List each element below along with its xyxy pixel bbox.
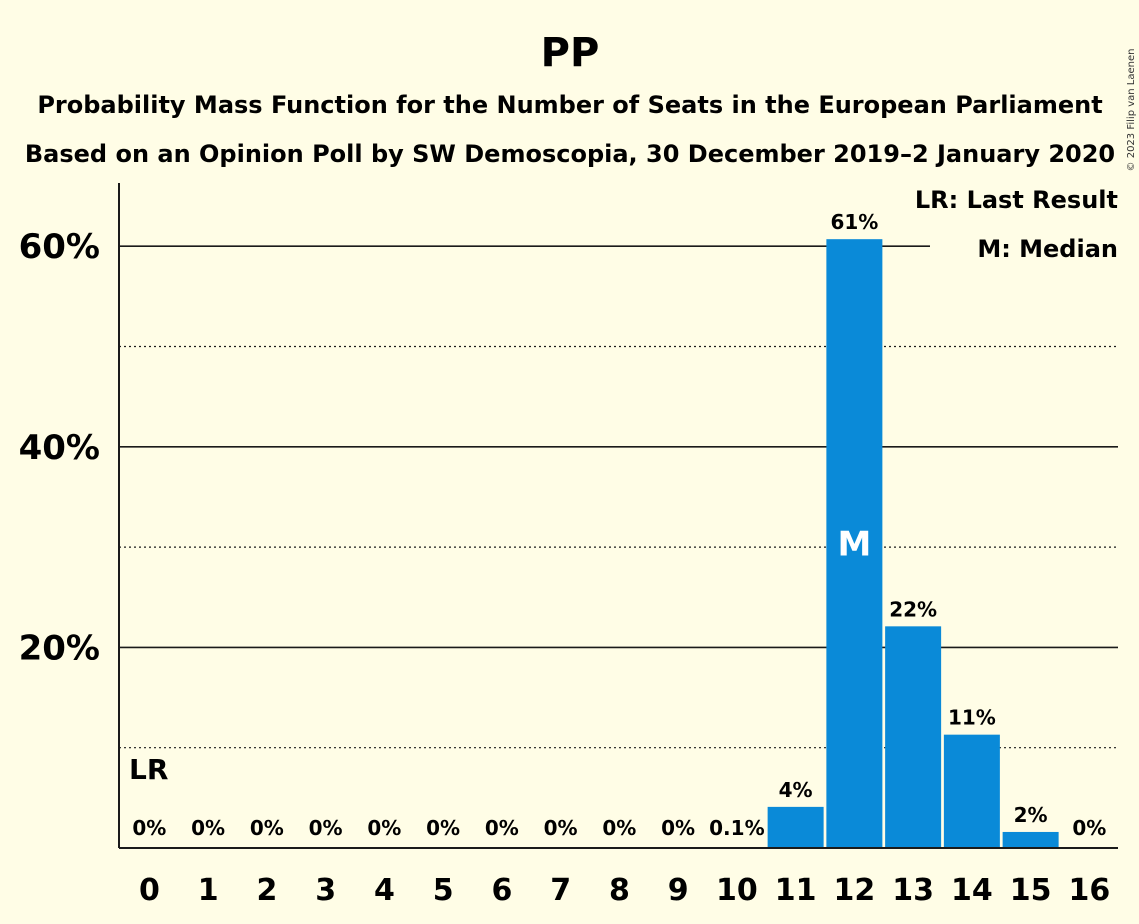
data-label-seat-5: 0% — [426, 816, 460, 840]
data-label-seat-14: 11% — [948, 706, 996, 730]
chart-subtitle-line1: Probability Mass Function for the Number… — [37, 91, 1102, 119]
x-tick-label-13: 13 — [892, 873, 934, 908]
bar-seat-11 — [767, 806, 824, 848]
data-label-seat-0: 0% — [132, 816, 166, 840]
data-labels: 0% 0% 0% 0% 0% 0% 0% 0% 0% 0% 0.1% 4% 61% 22% 11% 2% 0% — [132, 210, 1106, 840]
data-label-seat-11: 4% — [779, 778, 813, 802]
x-tick-label-10: 10 — [716, 873, 758, 908]
x-tick-label-16: 16 — [1069, 873, 1111, 908]
data-label-seat-9: 0% — [661, 816, 695, 840]
x-tick-label-14: 14 — [951, 873, 993, 908]
chart-subtitle-line2: Based on an Opinion Poll by SW Demoscopi… — [25, 140, 1115, 168]
x-tick-label-5: 5 — [433, 873, 454, 908]
x-tick-label-3: 3 — [315, 873, 336, 908]
chart-title: PP — [541, 30, 600, 76]
bar-seat-12 — [826, 239, 883, 848]
median-marker: M — [837, 525, 871, 565]
data-label-seat-8: 0% — [602, 816, 636, 840]
data-label-seat-3: 0% — [309, 816, 343, 840]
x-tick-label-1: 1 — [198, 873, 219, 908]
bar-seat-14 — [943, 734, 1000, 848]
y-axis-ticks: 20% 40% 60% — [19, 227, 100, 668]
data-label-seat-6: 0% — [485, 816, 519, 840]
x-tick-label-2: 2 — [256, 873, 277, 908]
y-tick-label-40: 40% — [19, 428, 100, 468]
copyright-notice: © 2023 Filip van Laenen — [1126, 49, 1137, 172]
data-label-seat-12: 61% — [830, 210, 878, 234]
legend-median: M: Median — [977, 235, 1118, 263]
x-tick-label-6: 6 — [491, 873, 512, 908]
x-tick-label-9: 9 — [668, 873, 689, 908]
y-tick-label-20: 20% — [19, 628, 100, 668]
x-tick-label-0: 0 — [139, 873, 160, 908]
data-label-seat-2: 0% — [250, 816, 284, 840]
data-label-seat-13: 22% — [889, 597, 937, 621]
x-axis-ticks: 0 1 2 3 4 5 6 7 8 9 10 11 12 13 14 15 16 — [139, 873, 1110, 908]
data-label-seat-15: 2% — [1014, 803, 1048, 827]
bar-seat-15 — [1002, 831, 1059, 848]
x-tick-label-15: 15 — [1010, 873, 1052, 908]
data-label-seat-4: 0% — [367, 816, 401, 840]
data-label-seat-16: 0% — [1072, 816, 1106, 840]
data-label-seat-1: 0% — [191, 816, 225, 840]
legend-background — [930, 185, 1122, 265]
y-tick-label-60: 60% — [19, 227, 100, 267]
bars — [767, 239, 1059, 848]
x-tick-label-11: 11 — [775, 873, 817, 908]
gridlines — [119, 245, 1118, 749]
x-tick-label-7: 7 — [550, 873, 571, 908]
legend-last-result: LR: Last Result — [915, 186, 1118, 214]
last-result-marker: LR — [129, 753, 168, 786]
data-label-seat-10: 0.1% — [709, 816, 764, 840]
bar-seat-13 — [885, 626, 942, 848]
data-label-seat-7: 0% — [544, 816, 578, 840]
x-tick-label-12: 12 — [834, 873, 876, 908]
x-tick-label-8: 8 — [609, 873, 630, 908]
x-tick-label-4: 4 — [374, 873, 395, 908]
